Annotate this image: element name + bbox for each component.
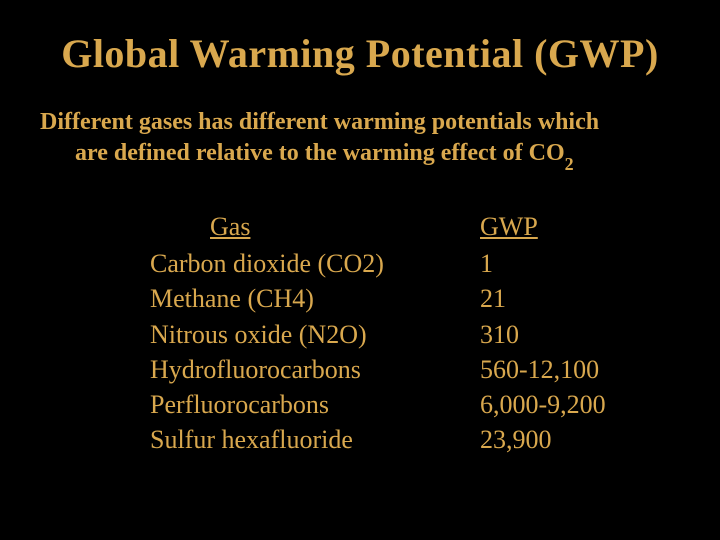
subtitle-line2: are defined relative to the warming effe… <box>40 138 680 172</box>
gwp-column-header: GWP <box>480 212 680 242</box>
gwp-row: 6,000-9,200 <box>480 387 680 422</box>
gas-row: Carbon dioxide (CO2) <box>150 246 480 281</box>
slide-container: Global Warming Potential (GWP) Different… <box>0 0 720 540</box>
gwp-row: 560-12,100 <box>480 352 680 387</box>
slide-subtitle: Different gases has different warming po… <box>30 107 690 172</box>
gas-row: Methane (CH4) <box>150 281 480 316</box>
gwp-row: 310 <box>480 317 680 352</box>
gwp-row: 21 <box>480 281 680 316</box>
gas-row: Sulfur hexafluoride <box>150 422 480 457</box>
gwp-table: Gas Carbon dioxide (CO2) Methane (CH4) N… <box>30 212 690 457</box>
subtitle-line1: Different gases has different warming po… <box>40 107 680 138</box>
gas-row: Perfluorocarbons <box>150 387 480 422</box>
gas-column-header: Gas <box>150 212 480 242</box>
gwp-row: 23,900 <box>480 422 680 457</box>
gas-column: Gas Carbon dioxide (CO2) Methane (CH4) N… <box>150 212 480 457</box>
gas-row: Nitrous oxide (N2O) <box>150 317 480 352</box>
gwp-row: 1 <box>480 246 680 281</box>
subtitle-line2-text: are defined relative to the warming effe… <box>75 140 565 166</box>
slide-title: Global Warming Potential (GWP) <box>30 30 690 77</box>
subtitle-co2-subscript: 2 <box>565 154 574 174</box>
gas-row: Hydrofluorocarbons <box>150 352 480 387</box>
gwp-column: GWP 1 21 310 560-12,100 6,000-9,200 23,9… <box>480 212 680 457</box>
